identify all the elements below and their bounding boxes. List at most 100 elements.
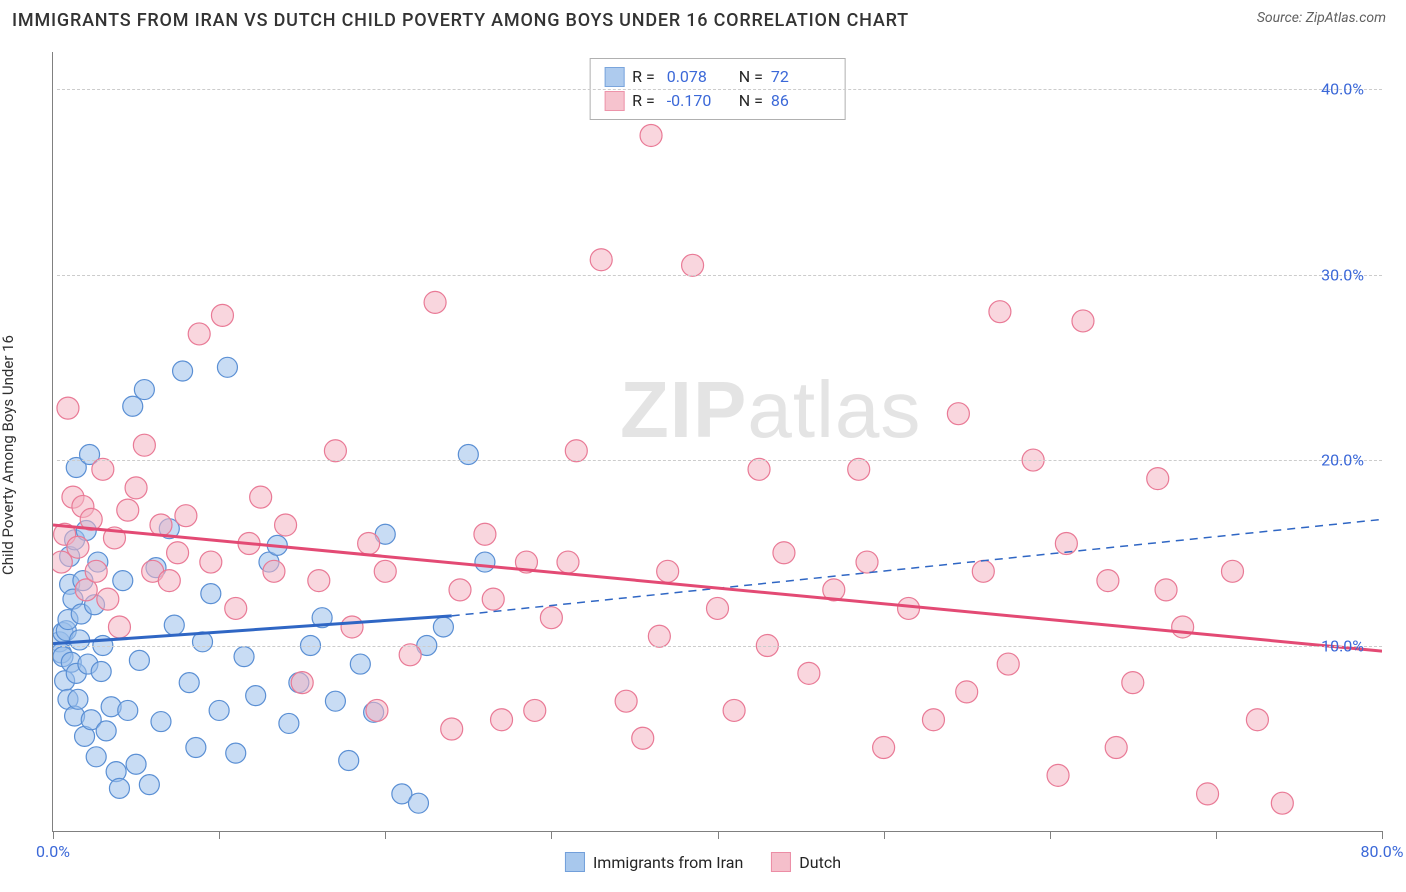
data-point — [246, 686, 266, 706]
data-point — [848, 458, 870, 480]
data-point — [263, 560, 285, 582]
data-point — [125, 477, 147, 499]
data-point — [657, 560, 679, 582]
data-point — [97, 588, 119, 610]
n-label: N = — [735, 65, 763, 89]
y-tick-label: 10.0% — [1321, 636, 1364, 655]
data-point — [898, 597, 920, 619]
data-point — [374, 560, 396, 582]
data-point — [557, 551, 579, 573]
y-axis-label: Child Poverty Among Boys Under 16 — [0, 335, 17, 575]
data-point — [358, 533, 380, 555]
data-point — [126, 754, 146, 774]
data-point — [474, 523, 496, 545]
data-point — [92, 458, 114, 480]
data-point — [188, 323, 210, 345]
x-tick — [219, 831, 220, 839]
data-point — [275, 514, 297, 536]
data-point — [113, 571, 133, 591]
data-point — [325, 691, 345, 711]
r-label: R = — [632, 65, 659, 89]
data-point — [366, 699, 388, 721]
data-point — [1155, 579, 1177, 601]
stats-row: R = 0.078 N = 72 — [604, 65, 831, 89]
x-tick — [1382, 831, 1383, 839]
data-point — [1047, 764, 1069, 786]
data-point — [590, 249, 612, 271]
data-point — [91, 661, 111, 681]
data-point — [773, 542, 795, 564]
legend: Immigrants from IranDutch — [565, 852, 841, 872]
legend-swatch — [565, 852, 585, 872]
data-point — [707, 597, 729, 619]
x-tick-label: 0.0% — [36, 842, 70, 861]
data-point — [1147, 468, 1169, 490]
data-point — [972, 560, 994, 582]
r-label: R = — [632, 89, 659, 113]
data-point — [226, 743, 246, 763]
data-point — [117, 499, 139, 521]
data-point — [279, 713, 299, 733]
data-point — [150, 514, 172, 536]
source-attribution: Source: ZipAtlas.com — [1257, 10, 1386, 26]
data-point — [167, 542, 189, 564]
n-value: 72 — [771, 65, 831, 89]
n-value: 86 — [771, 89, 831, 113]
data-point — [723, 699, 745, 721]
data-point — [1172, 616, 1194, 638]
data-point — [118, 700, 138, 720]
data-point — [324, 440, 346, 462]
data-point — [139, 775, 159, 795]
data-point — [308, 570, 330, 592]
data-point — [524, 699, 546, 721]
series-swatch — [604, 67, 624, 87]
data-point — [133, 434, 155, 456]
data-point — [67, 536, 89, 558]
x-tick-label: 80.0% — [1361, 842, 1404, 861]
data-point — [350, 654, 370, 674]
y-tick-label: 30.0% — [1321, 265, 1364, 284]
data-point — [151, 712, 171, 732]
stats-row: R = -0.170 N = 86 — [604, 89, 831, 113]
data-point — [108, 616, 130, 638]
data-point — [291, 672, 313, 694]
data-point — [173, 361, 193, 381]
data-point — [947, 403, 969, 425]
x-tick — [53, 831, 54, 839]
data-point — [449, 579, 471, 601]
regression-line-solid — [53, 525, 1382, 651]
data-point — [989, 301, 1011, 323]
data-point — [682, 254, 704, 276]
data-point — [217, 357, 237, 377]
data-point — [1246, 709, 1268, 731]
data-point — [873, 737, 895, 759]
data-point — [134, 380, 154, 400]
data-point — [1105, 737, 1127, 759]
data-point — [475, 552, 495, 572]
data-point — [648, 625, 670, 647]
x-tick — [884, 831, 885, 839]
data-point — [565, 440, 587, 462]
data-point — [1072, 310, 1094, 332]
data-point — [1097, 570, 1119, 592]
x-tick — [1050, 831, 1051, 839]
data-point — [225, 597, 247, 619]
data-point — [748, 458, 770, 480]
r-value: 0.078 — [667, 65, 727, 89]
data-point — [201, 584, 221, 604]
data-point — [234, 647, 254, 667]
data-point — [399, 644, 421, 666]
scatter-plot-svg — [53, 52, 1382, 831]
data-point — [186, 738, 206, 758]
legend-swatch — [771, 852, 791, 872]
data-point — [123, 396, 143, 416]
data-point — [339, 751, 359, 771]
data-point — [640, 124, 662, 146]
data-point — [1271, 792, 1293, 814]
data-point — [433, 617, 453, 637]
data-point — [632, 727, 654, 749]
data-point — [85, 560, 107, 582]
data-point — [424, 291, 446, 313]
legend-label: Dutch — [799, 853, 841, 872]
data-point — [458, 444, 478, 464]
